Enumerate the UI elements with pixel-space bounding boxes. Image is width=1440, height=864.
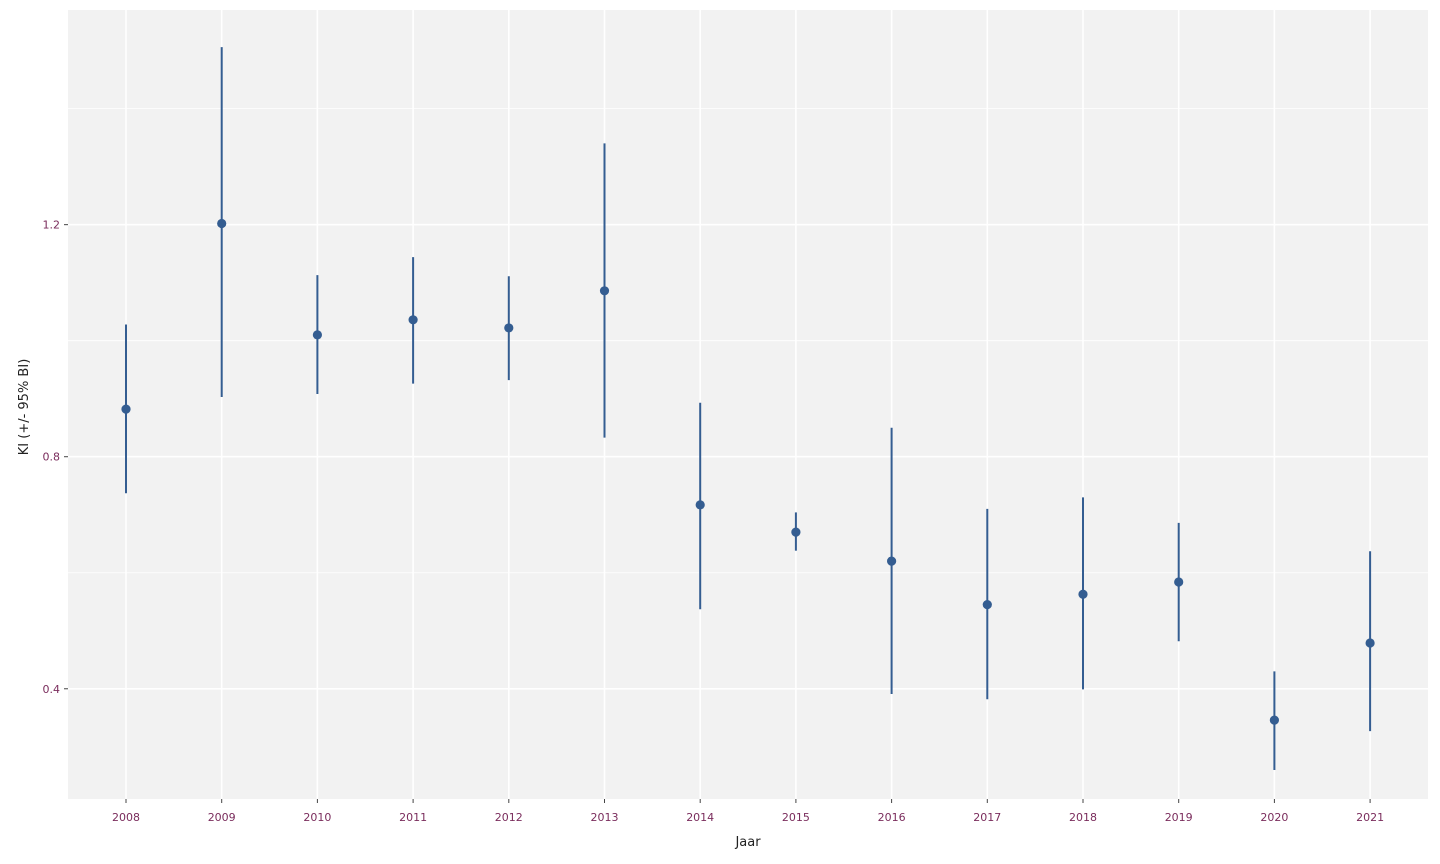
y-axis-title: KI (+/- 95% BI): [17, 359, 32, 456]
data-point: [1078, 589, 1088, 599]
data-point: [791, 527, 801, 537]
plot-panel: [68, 10, 1428, 799]
data-point: [887, 556, 897, 566]
data-point: [1365, 638, 1375, 648]
data-point: [121, 404, 131, 414]
x-tick-label: 2015: [782, 811, 810, 824]
x-tick-label: 2018: [1069, 811, 1097, 824]
data-point: [504, 323, 514, 333]
x-tick-label: 2020: [1260, 811, 1288, 824]
x-tick-label: 2009: [208, 811, 236, 824]
y-tick-label: 0.4: [43, 683, 61, 696]
x-tick-label: 2017: [973, 811, 1001, 824]
x-axis-title: Jaar: [734, 835, 761, 850]
data-point: [599, 286, 610, 296]
x-tick-label: 2008: [112, 811, 140, 824]
x-tick-label: 2019: [1165, 811, 1193, 824]
data-layer: [121, 47, 1375, 770]
y-tick-label: 1.2: [43, 219, 61, 232]
data-point: [217, 218, 227, 229]
x-tick-label: 2016: [878, 811, 906, 824]
data-point: [408, 315, 418, 325]
data-point: [312, 330, 322, 340]
data-point: [695, 500, 705, 510]
y-tick-label: 0.8: [43, 451, 61, 464]
data-point: [1269, 715, 1279, 725]
x-tick-label: 2014: [686, 811, 714, 824]
x-tick-label: 2011: [399, 811, 427, 824]
x-tick-label: 2013: [591, 811, 619, 824]
data-point: [982, 600, 992, 610]
data-point: [1174, 577, 1184, 587]
x-axis: 2008 2009 2010 2011 2012 2013 2014 2015 2016 2017…: [112, 799, 1384, 824]
x-tick-label: 2010: [303, 811, 331, 824]
x-tick-label: 2021: [1356, 811, 1384, 824]
x-tick-label: 2012: [495, 811, 523, 824]
y-axis: 0.4 0.8 1.2: [43, 219, 68, 696]
